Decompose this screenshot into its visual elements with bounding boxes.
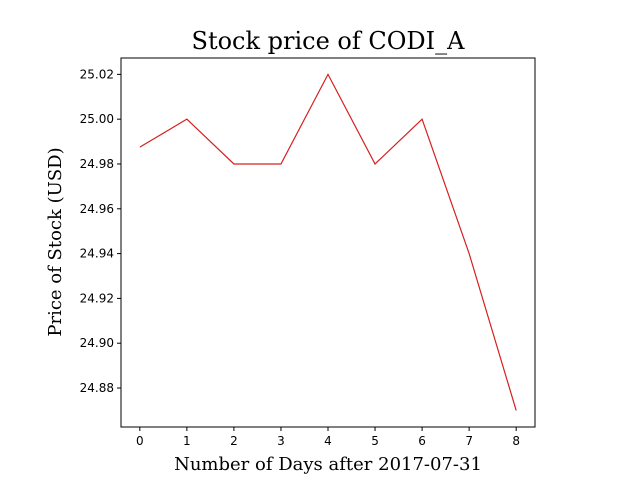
x-tick-label: 4 [324,434,332,448]
x-tick-label: 6 [418,434,426,448]
y-tick-label: 25.00 [80,112,114,126]
series-layer [139,73,517,411]
y-tick-label: 25.02 [80,67,114,81]
x-tick-label: 2 [230,434,238,448]
plot-area-frame [120,57,536,428]
x-tick-label: 1 [183,434,191,448]
y-axis-label: Price of Stock (USD) [45,147,66,336]
y-tick-label: 24.98 [80,157,114,171]
y-tick-label: 24.88 [80,381,114,395]
y-tick-label: 24.92 [80,291,114,305]
y-tick-label: 24.94 [80,247,114,261]
x-tick-label: 7 [465,434,473,448]
x-tick-label: 0 [136,434,144,448]
series-line-0 [139,73,517,411]
y-tick-label: 24.90 [80,336,114,350]
x-tick-label: 8 [512,434,520,448]
x-axis-label: Number of Days after 2017-07-31 [174,454,482,475]
chart-title: Stock price of CODI_A [192,27,466,55]
y-tick-label: 24.96 [80,202,114,216]
x-tick-label: 5 [371,434,379,448]
x-axis: 0 1 2 3 4 5 6 7 8 [136,427,520,448]
x-tick-label: 3 [277,434,285,448]
y-axis: 24.88 24.90 24.92 24.94 24.96 24.98 25.00 25.02 [80,67,121,395]
